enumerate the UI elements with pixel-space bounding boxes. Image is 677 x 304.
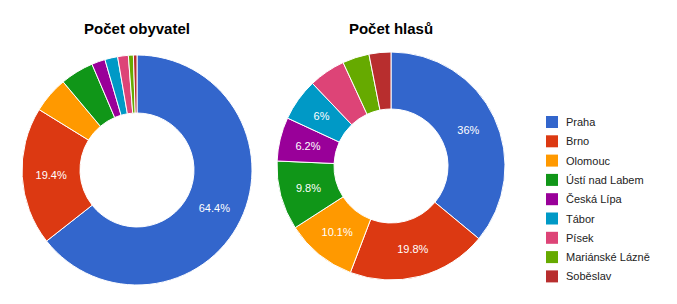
legend-swatch: [546, 232, 558, 244]
chart-title: Počet hlasů: [349, 20, 433, 37]
data-label: 19.8%: [397, 243, 428, 255]
legend-swatch: [546, 174, 558, 186]
slices: [277, 52, 505, 280]
legend-label: Tábor: [566, 213, 595, 225]
chart-title: Počet obyvatel: [84, 20, 190, 37]
legend-label: Mariánské Lázně: [566, 251, 650, 263]
legend: Praha Brno Olomouc Ústí nad Labem Česká Lípa…: [546, 116, 650, 282]
data-label: 36%: [457, 124, 479, 136]
donut-slice: [391, 52, 505, 239]
legend-label: Písek: [566, 232, 594, 244]
data-labels: 36% 19.8% 10.1% 9.8% 6.2% 6%: [295, 110, 479, 254]
data-label: 64.4%: [199, 202, 230, 214]
data-label: 9.8%: [296, 182, 321, 194]
data-label: 6.2%: [295, 140, 320, 152]
donut-slice: [369, 52, 391, 110]
donut-chart: Počet obyvatel 64.4% 19.4%: [22, 20, 252, 285]
donut-slice: [277, 161, 343, 228]
legend-label: Ústí nad Labem: [566, 174, 644, 186]
legend-swatch: [546, 270, 558, 282]
chart-root: Počet obyvatel 64.4% 19.4% Počet hlasů 36% 19…: [0, 0, 677, 304]
chart-svg: Počet obyvatel 64.4% 19.4% Počet hlasů 36% 19…: [0, 0, 677, 304]
donut-chart: Počet hlasů 36% 19.8% 10.1% 9.8% 6.2% 6%: [277, 20, 505, 280]
data-label: 6%: [314, 110, 330, 122]
donut-slice: [350, 202, 478, 280]
legend-swatch: [546, 135, 558, 147]
legend-label: Olomouc: [566, 155, 611, 167]
legend-label: Brno: [566, 135, 589, 147]
legend-swatch: [546, 213, 558, 225]
legend-swatch: [546, 155, 558, 167]
data-labels: 64.4% 19.4%: [36, 169, 231, 214]
data-label: 10.1%: [322, 226, 353, 238]
legend-swatch: [546, 193, 558, 205]
legend-swatch: [546, 116, 558, 128]
legend-label: Praha: [566, 116, 596, 128]
slices: [22, 55, 252, 285]
data-label: 19.4%: [36, 169, 67, 181]
legend-label: Česká Lípa: [566, 193, 623, 205]
legend-swatch: [546, 251, 558, 263]
legend-label: Soběslav: [566, 270, 612, 282]
donut-slice: [133, 55, 137, 113]
